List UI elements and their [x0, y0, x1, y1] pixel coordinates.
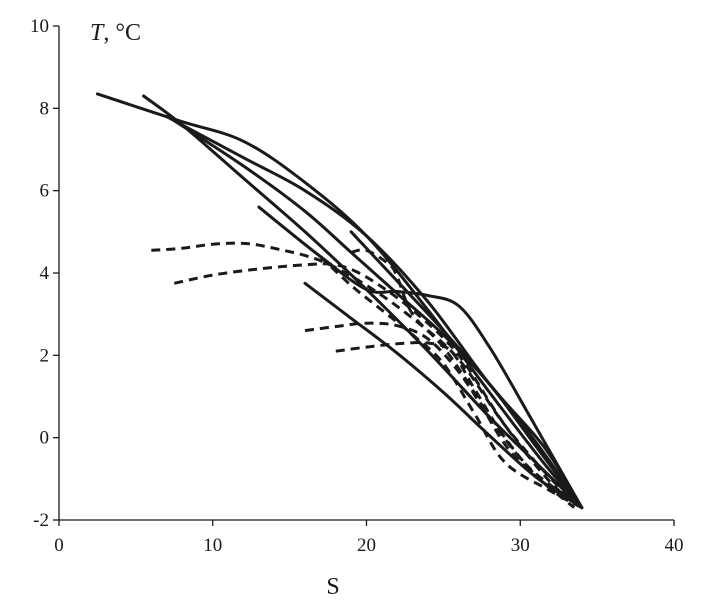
y-tick-label: 6	[40, 181, 50, 202]
y-tick-label: -2	[33, 510, 49, 531]
solid-profile-line-6	[349, 230, 584, 510]
y-tick-label: 8	[40, 98, 50, 119]
x-tick-label: 10	[203, 535, 222, 556]
solid-profile-line-4	[165, 115, 584, 510]
dashed-profile-line-9	[173, 262, 583, 509]
solid-profile-line-7	[303, 281, 584, 510]
x-tick-label: 40	[665, 535, 684, 556]
y-tick-label: 0	[40, 428, 50, 449]
y-tick-label: 4	[40, 263, 50, 284]
x-tick-label: 30	[511, 535, 530, 556]
y-tick-label: 10	[30, 16, 49, 37]
x-tick-label: 0	[54, 535, 64, 556]
y-tick-label: 2	[40, 345, 50, 366]
x-axis-title: S	[326, 574, 339, 600]
dashed-profile-line-13	[319, 255, 583, 509]
y-axis-title: T, °C	[90, 20, 141, 46]
dashed-profile-line-11	[335, 340, 583, 509]
solid-profile-line-3	[172, 119, 584, 510]
dashed-profile-line-8	[151, 241, 583, 509]
dashed-profile-line-12	[350, 248, 576, 509]
series-layer	[95, 92, 584, 510]
x-tick-label: 20	[357, 535, 376, 556]
solid-profile-line-2	[142, 94, 584, 510]
solid-profile-line-5	[257, 205, 584, 510]
